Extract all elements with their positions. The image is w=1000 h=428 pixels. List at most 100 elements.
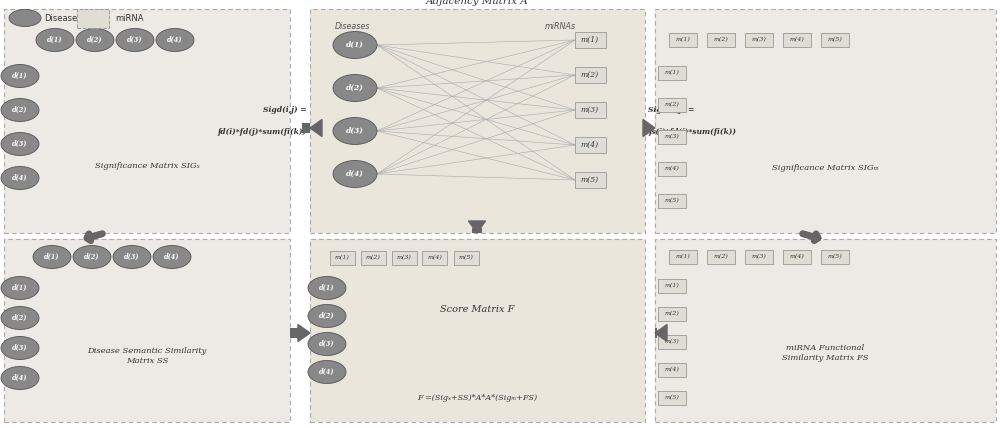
Ellipse shape: [1, 65, 39, 87]
Text: Adjacency Matrix A: Adjacency Matrix A: [426, 0, 529, 6]
FancyBboxPatch shape: [658, 98, 686, 112]
FancyBboxPatch shape: [658, 391, 686, 405]
Polygon shape: [298, 324, 310, 342]
FancyBboxPatch shape: [422, 251, 447, 265]
Ellipse shape: [33, 246, 71, 268]
Ellipse shape: [333, 118, 377, 145]
Text: Disease Semantic Similarity
Matrix SS: Disease Semantic Similarity Matrix SS: [87, 348, 207, 365]
Text: m(5): m(5): [459, 256, 473, 261]
Bar: [655, 328, 657, 338]
Ellipse shape: [1, 166, 39, 190]
Text: miRNAs: miRNAs: [544, 21, 576, 30]
FancyBboxPatch shape: [658, 279, 686, 293]
FancyBboxPatch shape: [783, 33, 811, 47]
Text: m(1): m(1): [665, 283, 679, 288]
Text: m(4): m(4): [665, 166, 679, 172]
Text: d(3): d(3): [124, 253, 140, 261]
Bar: [655, 239, 996, 422]
Ellipse shape: [308, 276, 346, 300]
Text: d(1): d(1): [12, 284, 28, 292]
FancyBboxPatch shape: [658, 66, 686, 80]
Ellipse shape: [153, 246, 191, 268]
Text: m(4): m(4): [428, 256, 442, 261]
Bar: [290, 328, 298, 338]
Ellipse shape: [333, 74, 377, 101]
Text: m(4): m(4): [790, 254, 804, 259]
Text: miRNA: miRNA: [115, 14, 144, 23]
Text: d(2): d(2): [87, 36, 103, 44]
Text: m(1): m(1): [676, 254, 690, 259]
Ellipse shape: [156, 29, 194, 51]
Text: d(3): d(3): [12, 140, 28, 148]
Text: d(4): d(4): [319, 368, 335, 376]
FancyBboxPatch shape: [330, 251, 354, 265]
FancyBboxPatch shape: [574, 172, 606, 188]
Text: d(4): d(4): [346, 170, 364, 178]
Bar: [310, 239, 645, 422]
Text: F =(Sigₓ+SS)*A*A*(Sigₘ+FS): F =(Sigₓ+SS)*A*A*(Sigₘ+FS): [417, 394, 538, 402]
Text: Diseases: Diseases: [334, 21, 370, 30]
Polygon shape: [643, 119, 655, 137]
Text: Significance Matrix SIGₘ: Significance Matrix SIGₘ: [772, 164, 878, 172]
Bar: [310, 9, 645, 233]
Ellipse shape: [9, 9, 41, 27]
Text: m(5): m(5): [665, 199, 679, 204]
Text: d(4): d(4): [12, 374, 28, 382]
Bar: [4, 239, 290, 422]
Text: d(1): d(1): [319, 284, 335, 292]
Ellipse shape: [1, 133, 39, 155]
Text: m(5): m(5): [828, 37, 842, 42]
Text: m(3): m(3): [665, 134, 679, 140]
FancyBboxPatch shape: [821, 33, 849, 47]
Polygon shape: [655, 324, 667, 342]
Ellipse shape: [36, 29, 74, 51]
Text: d(3): d(3): [127, 36, 143, 44]
Text: d(2): d(2): [12, 314, 28, 322]
Text: d(3): d(3): [346, 127, 364, 135]
Text: m(3): m(3): [581, 106, 599, 114]
Text: m(3): m(3): [752, 254, 766, 259]
Text: d(4): d(4): [164, 253, 180, 261]
Text: Disease: Disease: [44, 14, 77, 23]
FancyBboxPatch shape: [669, 33, 697, 47]
Polygon shape: [310, 119, 322, 137]
Ellipse shape: [333, 160, 377, 187]
Bar: [302, 123, 310, 133]
Text: d(1): d(1): [44, 253, 60, 261]
Text: Sigd(i,j) =: Sigd(i,j) =: [263, 106, 307, 114]
Bar: [655, 9, 996, 233]
Ellipse shape: [1, 306, 39, 330]
Text: Significance Matrix SIGₓ: Significance Matrix SIGₓ: [95, 162, 199, 170]
FancyBboxPatch shape: [669, 250, 697, 264]
Ellipse shape: [1, 366, 39, 389]
Text: m(1): m(1): [665, 71, 679, 76]
Bar: [643, 123, 645, 133]
FancyBboxPatch shape: [658, 162, 686, 176]
FancyBboxPatch shape: [707, 33, 735, 47]
Text: m(5): m(5): [828, 254, 842, 259]
Ellipse shape: [308, 360, 346, 383]
FancyBboxPatch shape: [392, 251, 416, 265]
Text: m(2): m(2): [665, 312, 679, 317]
Text: m(2): m(2): [366, 256, 380, 261]
Text: m(1): m(1): [581, 36, 599, 44]
Ellipse shape: [116, 29, 154, 51]
FancyBboxPatch shape: [658, 335, 686, 349]
FancyBboxPatch shape: [707, 250, 735, 264]
Ellipse shape: [308, 304, 346, 327]
Text: m(1): m(1): [676, 37, 690, 42]
Ellipse shape: [308, 333, 346, 356]
Text: d(1): d(1): [346, 41, 364, 49]
FancyBboxPatch shape: [454, 251, 479, 265]
Bar: [472, 228, 482, 233]
Text: d(1): d(1): [12, 72, 28, 80]
Text: m(4): m(4): [581, 141, 599, 149]
Text: d(4): d(4): [167, 36, 183, 44]
FancyBboxPatch shape: [783, 250, 811, 264]
Ellipse shape: [1, 336, 39, 360]
Ellipse shape: [1, 98, 39, 122]
Ellipse shape: [73, 246, 111, 268]
Text: fd(i)*fd(j)*sum(fi(k)): fd(i)*fd(j)*sum(fi(k)): [218, 128, 307, 136]
Ellipse shape: [113, 246, 151, 268]
FancyBboxPatch shape: [658, 194, 686, 208]
